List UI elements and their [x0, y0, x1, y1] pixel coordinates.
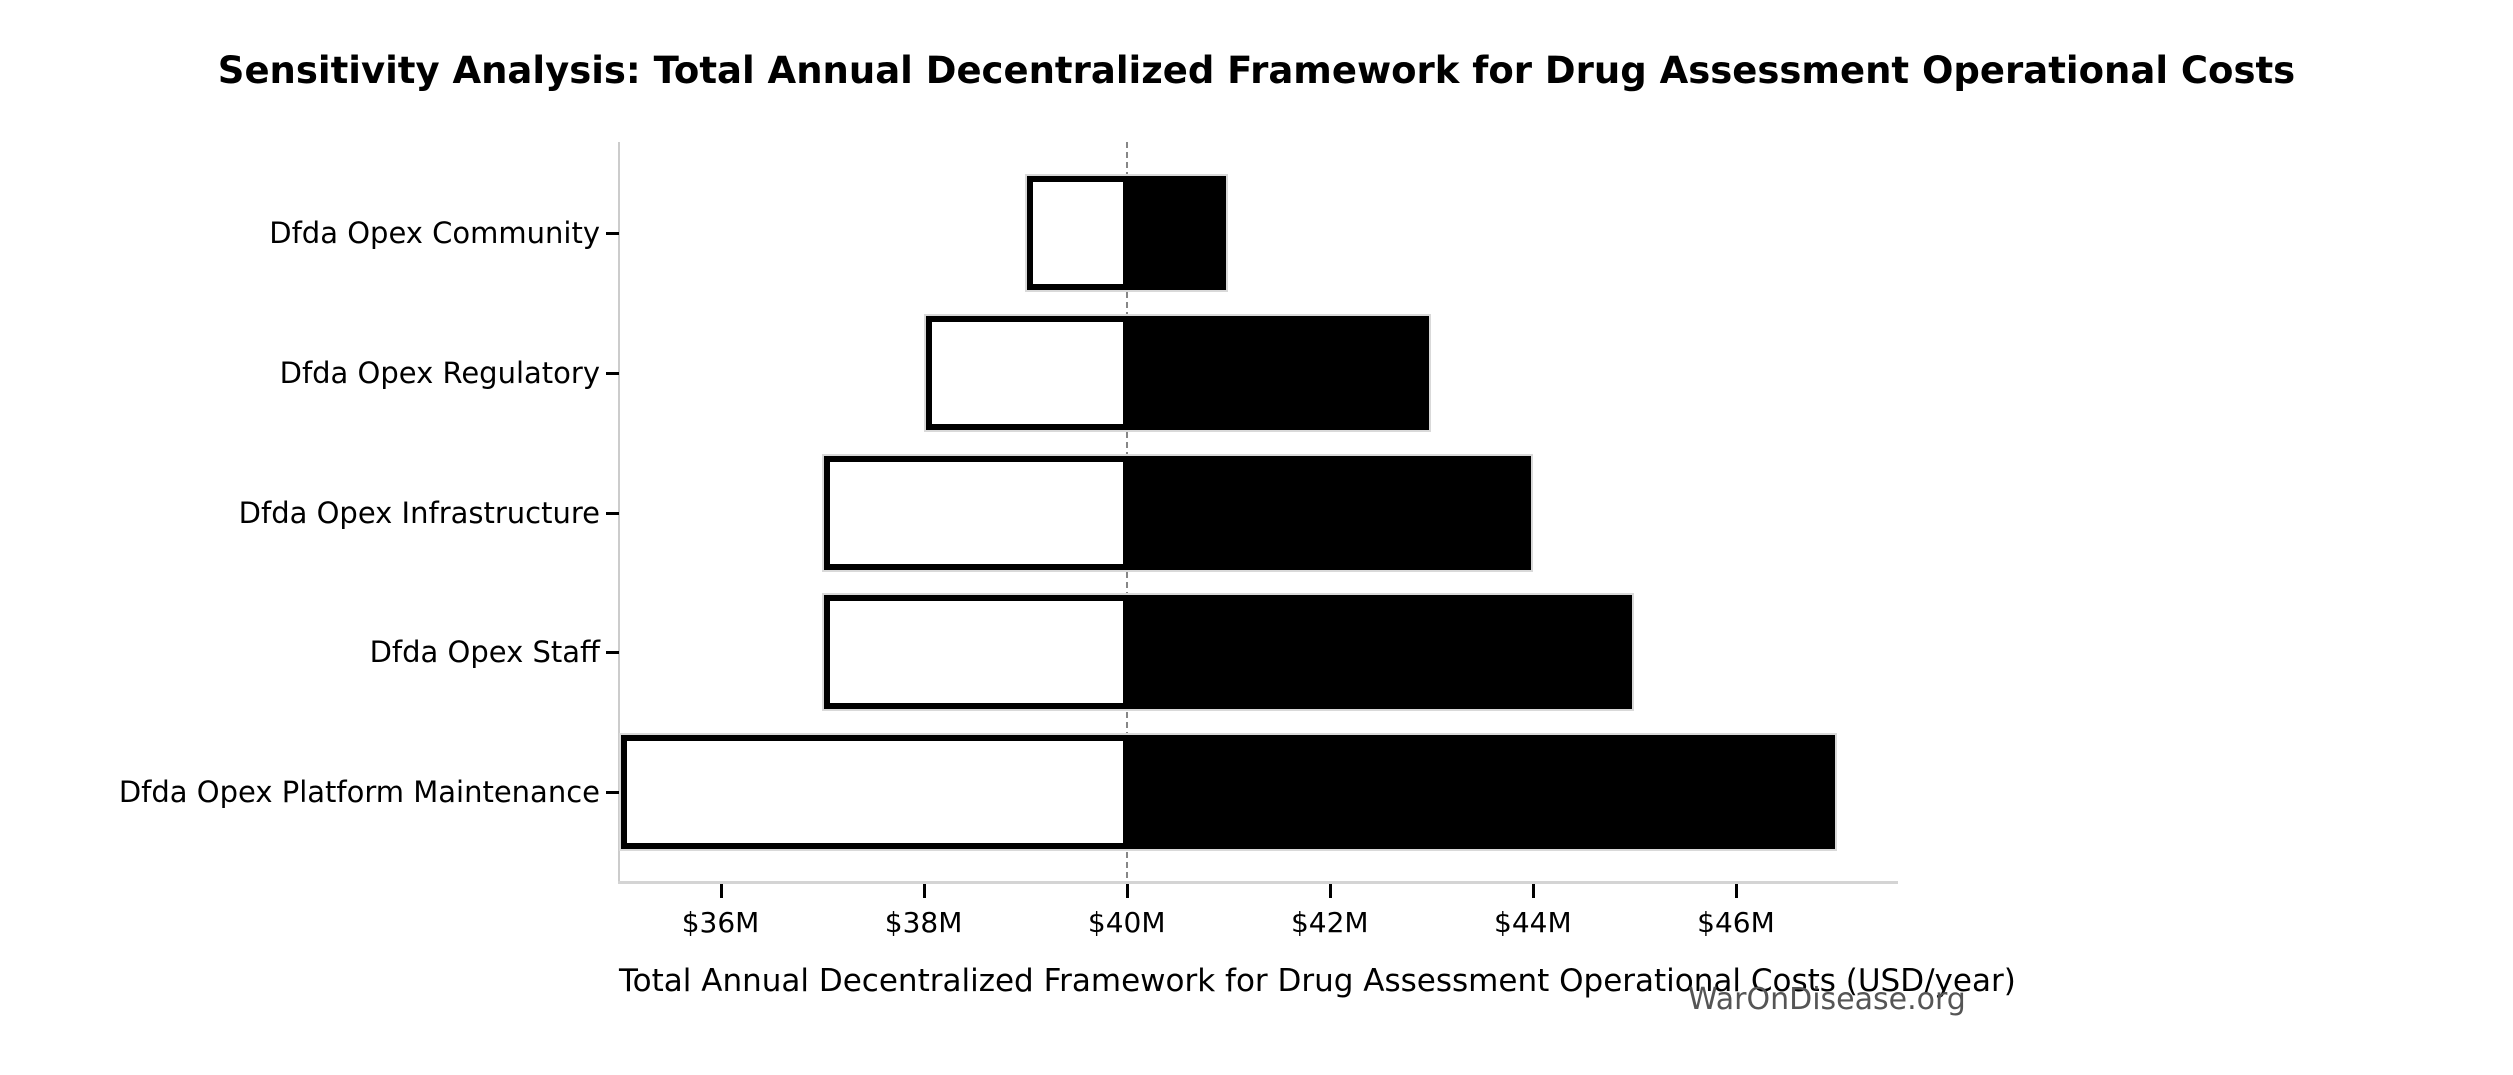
category-label: Dfda Opex Staff	[369, 635, 600, 670]
tornado-bar-low-segment	[927, 317, 1127, 428]
x-axis-spine	[618, 881, 1898, 884]
x-tick-label: $38M	[884, 906, 963, 939]
x-tick-mark	[1734, 884, 1738, 898]
x-tick-label: $42M	[1290, 906, 1369, 939]
category-label: Dfda Opex Community	[269, 216, 600, 250]
tornado-bar-low-segment	[623, 737, 1127, 847]
y-tick-mark	[606, 371, 619, 375]
tornado-bar-low-segment	[826, 597, 1127, 708]
x-tick-label: $44M	[1494, 906, 1572, 939]
x-tick-mark	[719, 884, 723, 898]
tornado-bar-high-segment	[1025, 174, 1229, 292]
y-tick-mark	[606, 791, 619, 794]
tornado-bar-high-segment	[923, 313, 1432, 432]
y-axis-spine	[618, 142, 620, 884]
x-tick-label: $36M	[681, 906, 760, 939]
x-axis-label: Total Annual Decentralized Framework for…	[619, 963, 2016, 999]
category-label: Dfda Opex Infrastructure	[238, 495, 600, 530]
category-label: Dfda Opex Platform Maintenance	[118, 775, 600, 809]
x-tick-label: $46M	[1697, 906, 1775, 939]
x-tick-mark	[922, 884, 926, 898]
tornado-bar-low-segment	[826, 457, 1127, 568]
x-tick-label: $40M	[1087, 906, 1166, 939]
watermark: WarOnDisease.org	[1688, 982, 1966, 1017]
category-label: Dfda Opex Regulatory	[279, 355, 600, 390]
tornado-bar-high-segment	[619, 733, 1838, 851]
chart-title: Sensitivity Analysis: Total Annual Decen…	[217, 49, 2296, 92]
y-tick-mark	[606, 651, 619, 655]
tornado-bar-high-segment	[822, 453, 1533, 572]
x-tick-mark	[1531, 884, 1535, 898]
y-tick-mark	[606, 511, 619, 515]
x-tick-mark	[1125, 884, 1129, 898]
tornado-bar-low-segment	[1029, 178, 1127, 288]
tornado-bar-high-segment	[822, 593, 1635, 712]
y-tick-mark	[606, 232, 619, 235]
x-tick-mark	[1328, 884, 1332, 898]
